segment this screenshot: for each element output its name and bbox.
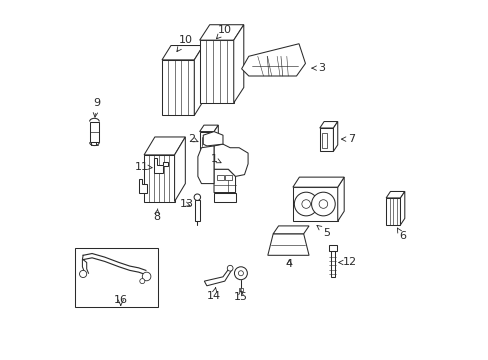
Polygon shape — [203, 132, 223, 146]
Text: 11: 11 — [134, 162, 152, 172]
Text: 13: 13 — [179, 199, 193, 210]
Polygon shape — [386, 198, 400, 225]
Text: 12: 12 — [338, 257, 356, 267]
Text: 16: 16 — [114, 294, 127, 305]
Text: 4: 4 — [285, 258, 292, 269]
Polygon shape — [214, 169, 235, 193]
Polygon shape — [198, 146, 214, 184]
Polygon shape — [199, 25, 244, 40]
Text: 2: 2 — [187, 134, 198, 144]
Bar — [195, 200, 199, 221]
Polygon shape — [144, 137, 185, 155]
Circle shape — [319, 200, 327, 208]
Bar — [330, 251, 334, 277]
Text: 9: 9 — [93, 98, 100, 117]
Polygon shape — [199, 132, 214, 153]
Bar — [238, 288, 243, 291]
Polygon shape — [273, 226, 308, 234]
Polygon shape — [162, 45, 203, 60]
Polygon shape — [319, 128, 333, 151]
Circle shape — [311, 192, 335, 216]
Circle shape — [294, 192, 317, 216]
Bar — [75, 248, 158, 307]
Polygon shape — [214, 125, 218, 153]
Polygon shape — [333, 122, 337, 151]
Polygon shape — [267, 234, 308, 255]
Polygon shape — [233, 25, 244, 103]
Circle shape — [238, 271, 243, 276]
Polygon shape — [319, 122, 337, 128]
Text: 8: 8 — [153, 209, 160, 221]
Polygon shape — [337, 177, 344, 221]
Text: 3: 3 — [311, 63, 325, 73]
Text: 14: 14 — [206, 288, 221, 301]
Circle shape — [80, 270, 86, 278]
Polygon shape — [214, 144, 247, 176]
Circle shape — [301, 200, 310, 208]
Polygon shape — [154, 158, 167, 173]
Text: 5: 5 — [316, 225, 329, 238]
Bar — [89, 122, 99, 142]
Bar — [322, 133, 326, 148]
Text: 15: 15 — [233, 289, 247, 302]
Circle shape — [140, 279, 144, 284]
Polygon shape — [194, 45, 203, 116]
Polygon shape — [292, 177, 344, 187]
Text: 1: 1 — [210, 154, 221, 164]
Polygon shape — [241, 44, 305, 76]
Bar — [328, 245, 336, 251]
Text: 10: 10 — [177, 35, 192, 51]
Text: 6: 6 — [397, 228, 405, 241]
Polygon shape — [174, 137, 185, 202]
Polygon shape — [400, 192, 404, 225]
Bar — [217, 175, 223, 180]
Polygon shape — [214, 193, 235, 202]
Polygon shape — [199, 40, 233, 103]
Bar — [225, 175, 231, 180]
Polygon shape — [204, 266, 231, 286]
Bar — [292, 187, 337, 221]
Polygon shape — [139, 179, 146, 193]
Circle shape — [194, 194, 200, 201]
Circle shape — [142, 272, 151, 281]
Circle shape — [227, 265, 233, 271]
Text: 10: 10 — [216, 25, 231, 39]
Text: 7: 7 — [341, 134, 355, 144]
Polygon shape — [386, 192, 404, 198]
Circle shape — [234, 267, 247, 280]
Polygon shape — [144, 155, 174, 202]
Polygon shape — [199, 125, 218, 132]
Polygon shape — [162, 60, 194, 116]
